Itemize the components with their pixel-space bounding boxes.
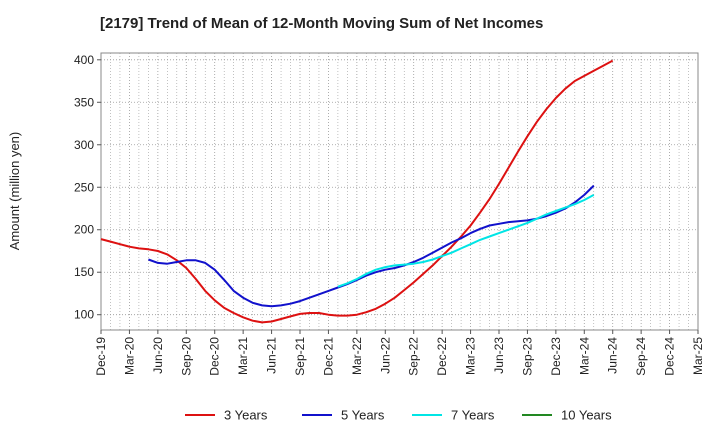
y-tick-label: 400 [74, 53, 94, 67]
series-line-5-years [148, 184, 595, 308]
grid [101, 53, 698, 330]
x-axis: Dec-19 Mar-20 Jun-20 Sep-20 Dec-20 Mar-21 Jun-… [94, 330, 705, 376]
x-tick-label: Sep-24 [634, 337, 648, 376]
series-lines [100, 59, 614, 324]
y-tick-label: 100 [74, 308, 94, 322]
plot-area [100, 52, 699, 331]
x-tick-label: Sep-21 [293, 337, 307, 376]
x-tick-label: Mar-24 [577, 337, 591, 375]
legend-label-7-years: 7 Years [451, 408, 495, 423]
x-tick-label: Mar-22 [350, 337, 364, 375]
series-line-7-years [337, 194, 595, 288]
x-tick-label: Dec-23 [549, 337, 563, 376]
legend-label-10-years: 10 Years [561, 408, 612, 423]
x-tick-label: Sep-22 [407, 337, 421, 376]
x-tick-label: Jun-22 [378, 337, 392, 374]
x-tick-label: Mar-21 [236, 337, 250, 375]
y-tick-label: 350 [74, 95, 94, 109]
x-tick-label: Mar-23 [464, 337, 478, 375]
x-tick-label: Dec-22 [435, 337, 449, 376]
chart-title: [2179] Trend of Mean of 12-Month Moving … [100, 15, 544, 32]
y-tick-label: 200 [74, 223, 94, 237]
x-tick-label: Jun-21 [265, 337, 279, 374]
x-tick-label: Dec-19 [94, 337, 108, 376]
legend-label-5-years: 5 Years [341, 408, 385, 423]
legend-label-3-years: 3 Years [224, 408, 268, 423]
x-tick-label: Mar-20 [122, 337, 136, 375]
x-tick-label: Dec-21 [321, 337, 335, 376]
x-tick-label: Dec-24 [663, 337, 677, 376]
x-tick-label: Jun-24 [606, 337, 620, 374]
series-line-3-years [100, 59, 614, 324]
y-axis: 100 150 200 250 300 350 400 [74, 53, 101, 322]
y-tick-label: 150 [74, 265, 94, 279]
x-tick-label: Jun-20 [151, 337, 165, 374]
legend: 3 Years 5 Years 7 Years 10 Years [185, 408, 612, 423]
x-tick-label: Dec-20 [208, 337, 222, 376]
y-axis-label: Amount (million yen) [7, 132, 22, 251]
y-tick-label: 300 [74, 138, 94, 152]
x-tick-label: Mar-25 [691, 337, 705, 375]
x-tick-label: Sep-23 [520, 337, 534, 376]
x-tick-label: Jun-23 [492, 337, 506, 374]
y-tick-label: 250 [74, 180, 94, 194]
x-tick-label: Sep-20 [179, 337, 193, 376]
